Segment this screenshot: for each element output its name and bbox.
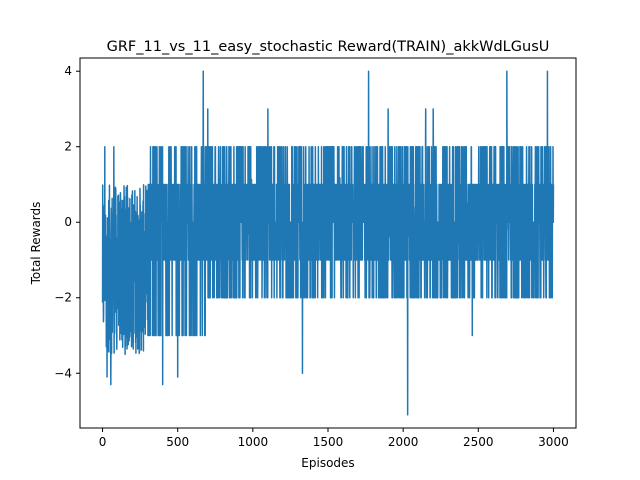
x-tick-label: 3000 — [538, 435, 569, 449]
x-tick-label: 1000 — [238, 435, 269, 449]
series-group — [101, 70, 555, 416]
x-tick-label: 500 — [166, 435, 189, 449]
x-tick-label: 2000 — [388, 435, 419, 449]
y-tick-label: 4 — [64, 64, 72, 78]
x-axis: 0 500 1000 1500 2000 2500 3000 — [99, 428, 569, 449]
y-axis-label: Total Rewards — [29, 202, 43, 286]
y-tick-label: −4 — [54, 366, 72, 380]
x-tick-label: 0 — [99, 435, 107, 449]
y-tick-label: 2 — [64, 140, 72, 154]
x-tick-label: 1500 — [313, 435, 344, 449]
reward-series-line — [101, 70, 555, 416]
chart-title: GRF_11_vs_11_easy_stochastic Reward(TRAI… — [107, 39, 550, 55]
x-tick-label: 2500 — [463, 435, 494, 449]
plot-area — [101, 70, 555, 416]
x-axis-label: Episodes — [301, 456, 354, 470]
y-tick-label: −2 — [54, 291, 72, 305]
y-axis: −4 −2 0 2 4 — [54, 64, 80, 380]
y-tick-label: 0 — [64, 215, 72, 229]
